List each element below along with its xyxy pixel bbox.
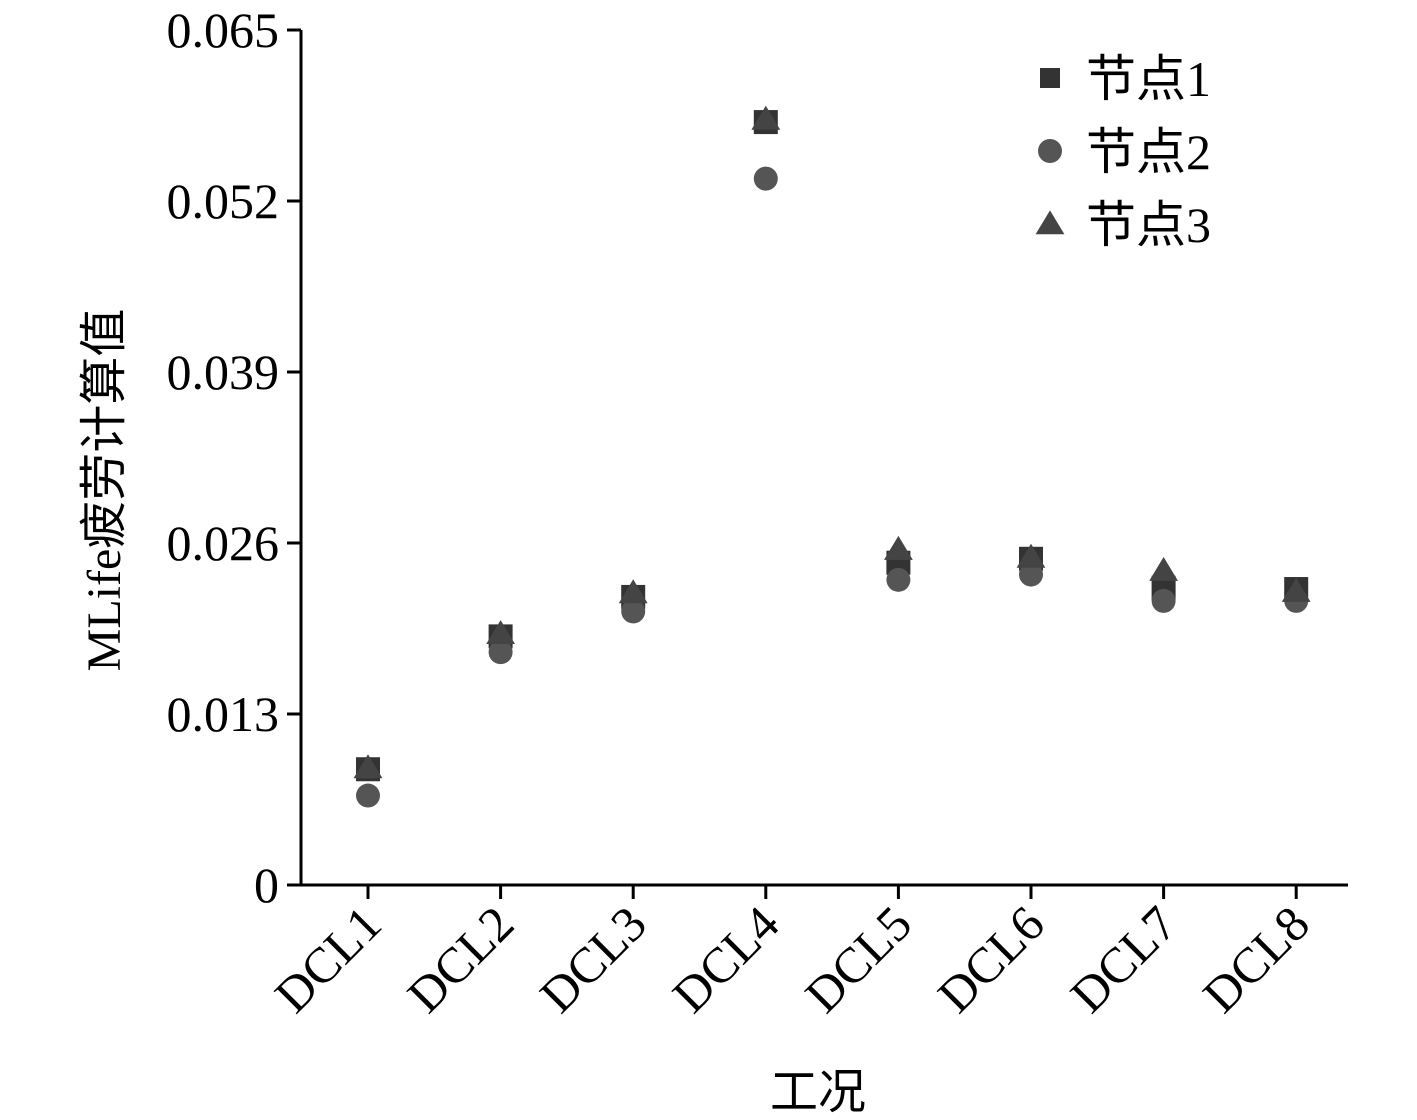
point-circle-DCL2: [488, 640, 513, 665]
point-circle-DCL3: [621, 599, 646, 624]
point-circle-DCL6: [1019, 562, 1043, 587]
x-tick-label: DCL8: [1192, 895, 1320, 1023]
y-tick-label: 0.013: [167, 686, 280, 742]
legend-triangle-icon: [1035, 210, 1065, 235]
y-tick-label: 0.026: [167, 515, 280, 571]
point-triangle-DCL7: [1149, 556, 1178, 581]
legend-label: 节点2: [1086, 124, 1211, 180]
point-triangle-DCL8: [1281, 577, 1311, 602]
x-tick-label: DCL4: [662, 895, 790, 1023]
point-triangle-DCL5: [884, 535, 913, 560]
y-axis-ticks: 0 0.013 0.026 0.039 0.052 0.065: [167, 2, 301, 913]
legend-circle-icon: [1038, 139, 1062, 163]
point-triangle-DCL2: [486, 620, 515, 645]
y-tick-label: 0: [254, 857, 279, 913]
legend: 节点1 节点2 节点3: [1035, 51, 1211, 253]
x-tick-label: DCL6: [927, 895, 1055, 1023]
point-circle-DCL7: [1151, 588, 1176, 613]
x-axis-label: 工况: [770, 1066, 866, 1119]
axes: [299, 30, 1348, 887]
point-circle-DCL1: [356, 783, 380, 808]
x-tick-label: DCL3: [529, 895, 657, 1023]
legend-label: 节点1: [1086, 51, 1211, 107]
point-triangle-DCL6: [1016, 543, 1046, 568]
x-tick-label: DCL1: [264, 895, 392, 1023]
legend-label: 节点3: [1086, 197, 1211, 253]
x-tick-label: DCL5: [794, 895, 922, 1023]
point-circle-DCL4: [753, 166, 778, 191]
x-axis-ticks: DCL1 DCL2 DCL3 DCL4 DCL5 DCL6 DCL7 DCL8: [264, 885, 1320, 1023]
y-tick-label: 0.065: [167, 2, 280, 58]
legend-square-icon: [1040, 68, 1060, 88]
point-triangle-DCL4: [751, 105, 781, 130]
data-points: [353, 105, 1311, 808]
y-tick-label: 0.052: [167, 173, 280, 229]
point-triangle-DCL3: [618, 579, 648, 604]
point-circle-DCL5: [886, 567, 911, 592]
point-triangle-DCL1: [353, 754, 383, 779]
x-tick-label: DCL2: [396, 895, 524, 1023]
y-axis-label: MLife疲劳计算值: [78, 309, 131, 672]
x-tick-label: DCL7: [1059, 895, 1187, 1023]
y-tick-label: 0.039: [167, 344, 280, 400]
